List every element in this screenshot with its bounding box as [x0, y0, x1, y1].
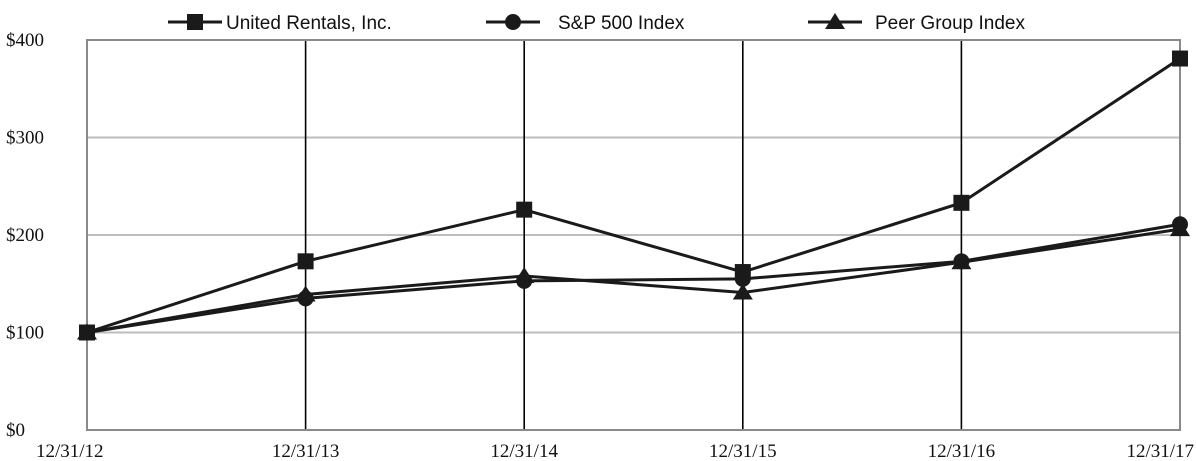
x-tick-label: 12/31/15	[709, 441, 777, 461]
x-tick-label: 12/31/12	[36, 441, 104, 461]
y-tick-label: $300	[6, 128, 44, 149]
data-point-square	[953, 194, 970, 211]
x-tick-label: 12/31/16	[928, 441, 996, 461]
data-point-square	[516, 201, 533, 218]
data-point-square	[1172, 50, 1188, 67]
data-point-triangle	[295, 285, 316, 302]
data-point-triangle	[951, 253, 972, 270]
x-tick-label: 12/31/14	[490, 441, 558, 461]
x-tick-label: 12/31/13	[272, 441, 340, 461]
series-line-triangle	[86, 227, 1181, 334]
data-point-triangle	[1170, 220, 1190, 237]
legend-circle-icon	[505, 14, 521, 30]
legend-triangle-icon	[825, 13, 845, 29]
y-tick-label: $0	[6, 420, 25, 441]
legend-label: Peer Group Index	[875, 13, 1025, 34]
legend-square-icon	[187, 14, 203, 30]
series-line-circle	[86, 222, 1181, 334]
y-tick-label: $400	[6, 30, 44, 51]
data-point-circle	[734, 270, 751, 287]
legend-label: S&P 500 Index	[558, 13, 685, 34]
data-point-triangle	[77, 323, 97, 340]
y-tick-label: $100	[6, 323, 44, 344]
legend-label: United Rentals, Inc.	[226, 13, 392, 34]
data-point-square	[297, 253, 314, 270]
y-tick-label: $200	[6, 225, 44, 246]
data-point-triangle	[514, 266, 535, 283]
series-line-square	[86, 57, 1181, 334]
data-point-triangle	[732, 283, 753, 300]
x-tick-label: 12/31/17	[1126, 441, 1194, 461]
